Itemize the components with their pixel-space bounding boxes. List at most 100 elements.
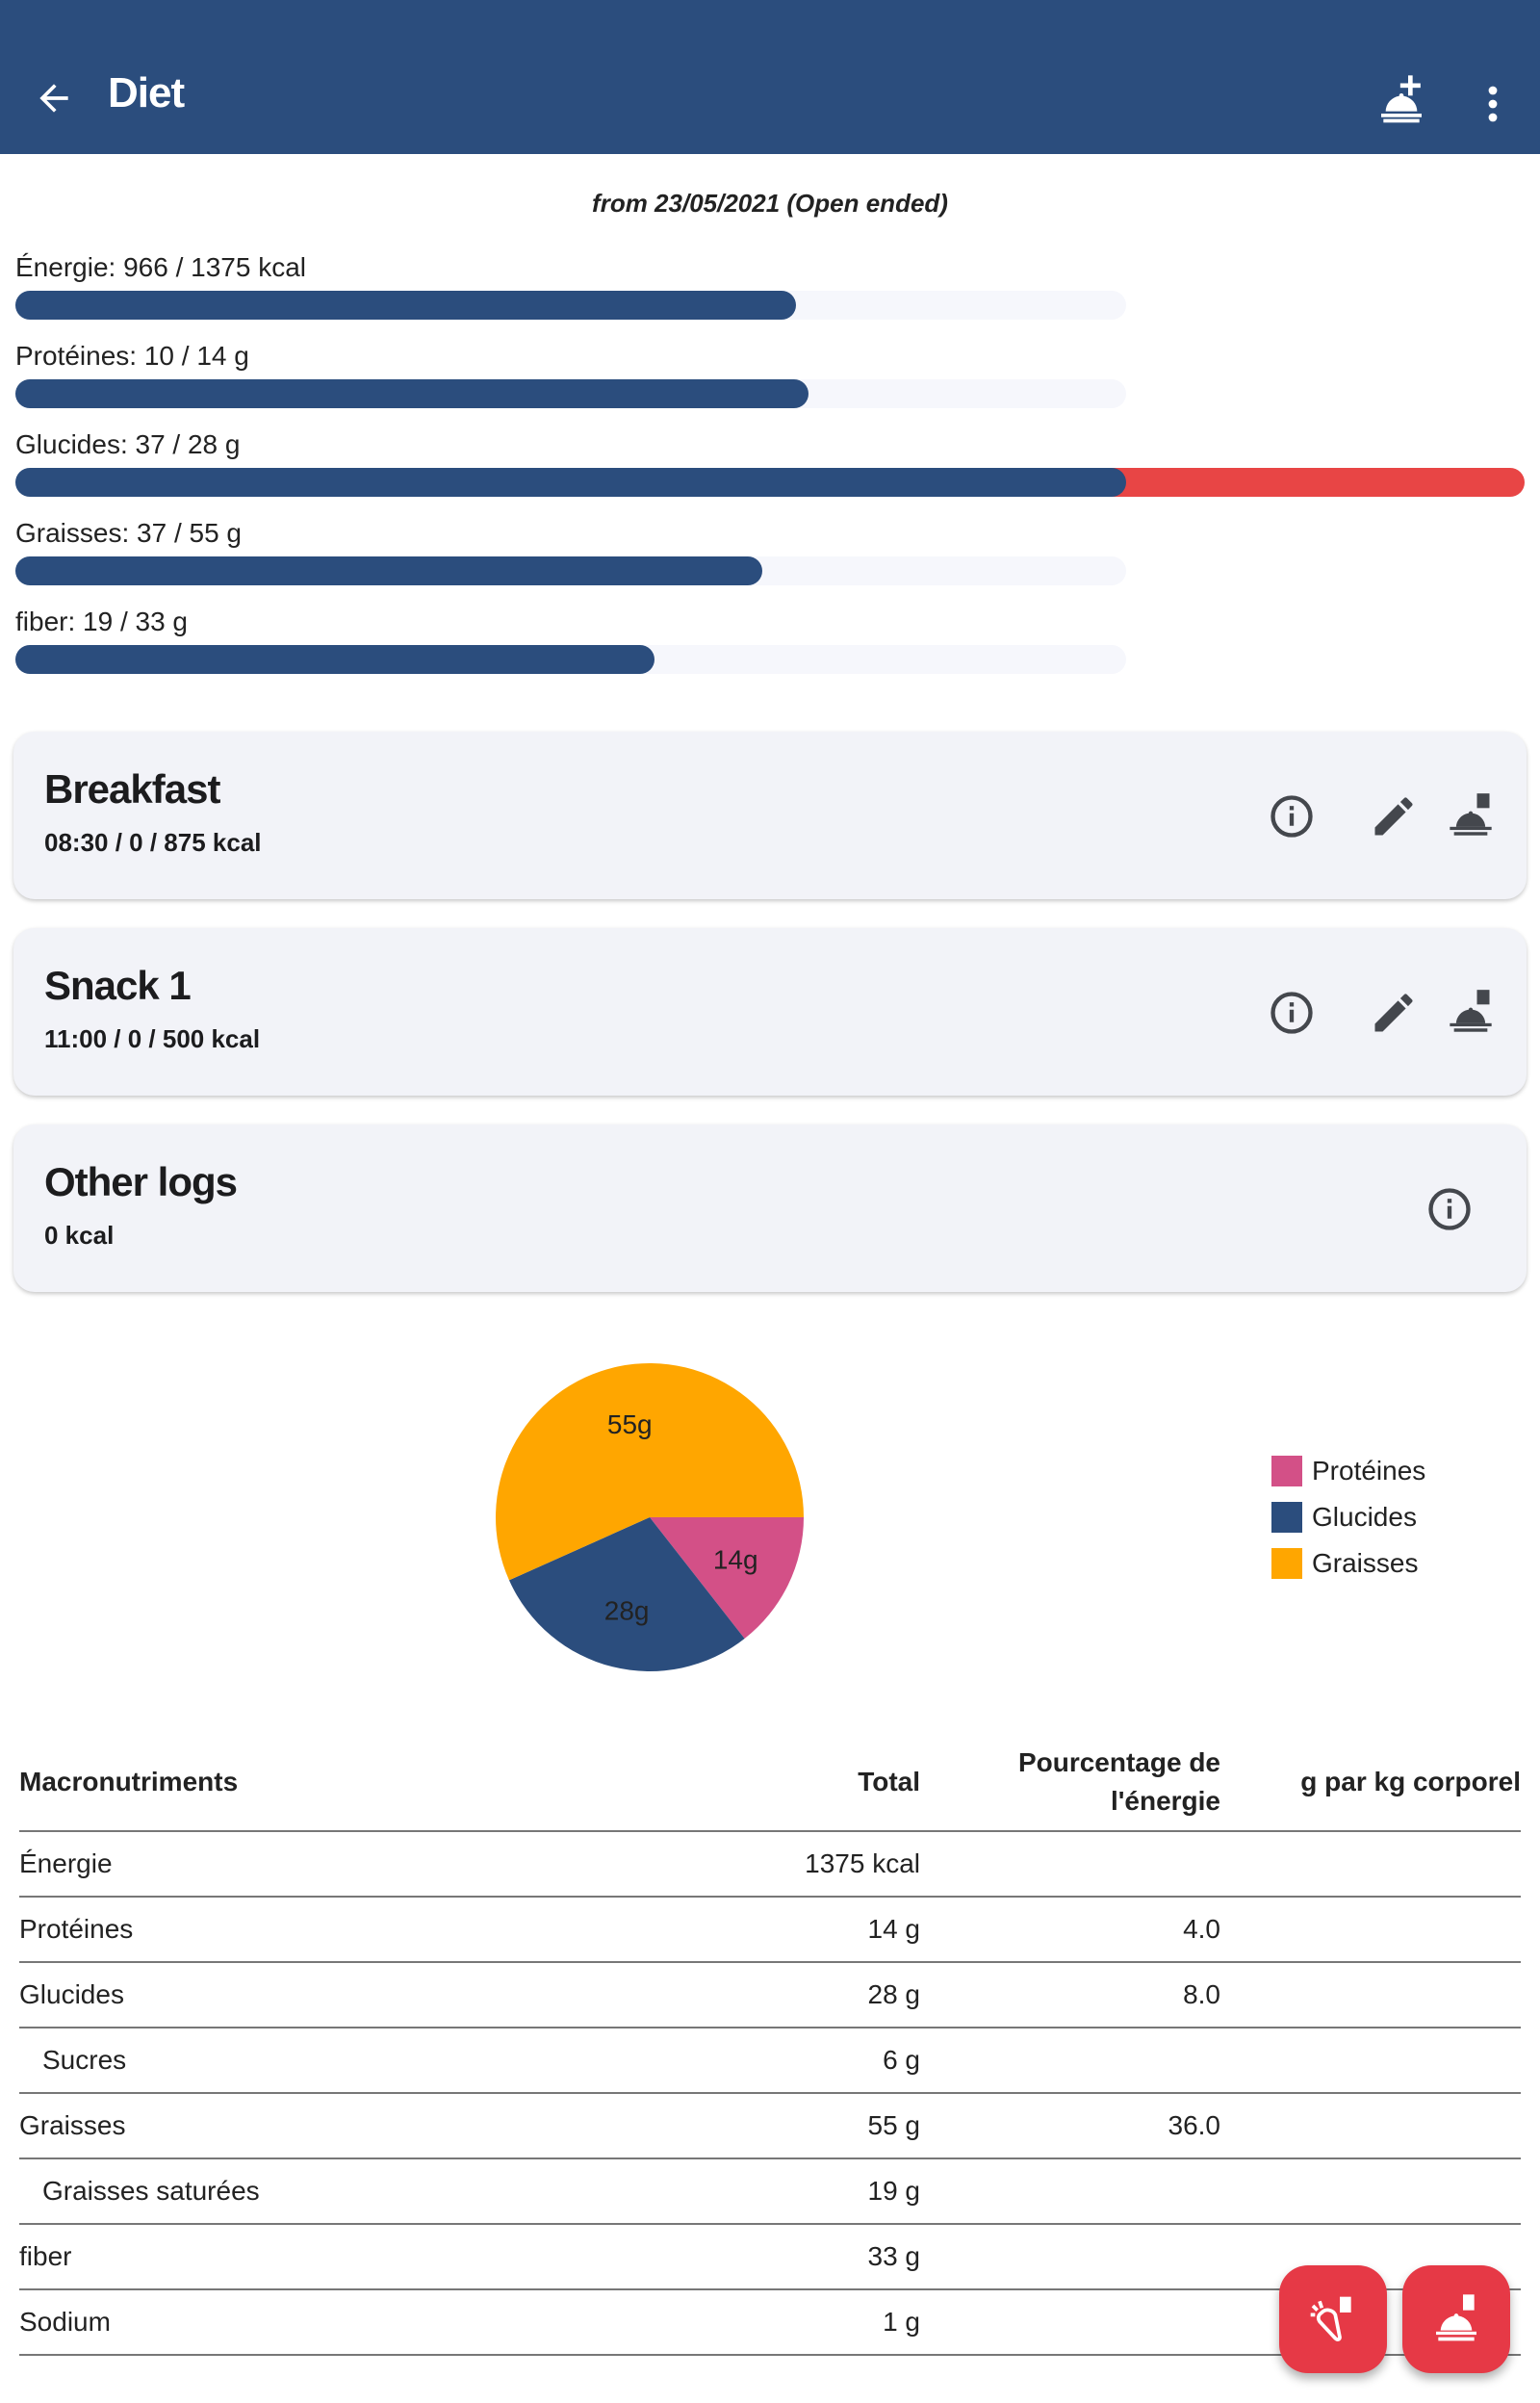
log-ingredient-button[interactable] bbox=[1279, 2265, 1387, 2373]
cell-pct: 8.0 bbox=[920, 1962, 1220, 2028]
pie-slice-glucides bbox=[508, 1517, 745, 1671]
cell-gkg bbox=[1220, 1831, 1521, 1898]
macro-pie-chart: 14g 28g 55g bbox=[496, 1363, 804, 1671]
goal-progress: Graisses: 37 / 55 g bbox=[15, 518, 1126, 585]
cell-gkg bbox=[1220, 2093, 1521, 2159]
pie-label: 55g bbox=[607, 1409, 653, 1439]
cell-total: 33 g bbox=[670, 2224, 920, 2290]
meal-card-snack-1[interactable]: Snack 1 11:00 / 0 / 500 kcal bbox=[13, 928, 1527, 1096]
info-icon[interactable] bbox=[1267, 988, 1317, 1038]
cell-pct bbox=[920, 2289, 1220, 2356]
table-row: Graisses saturées 19 g bbox=[19, 2158, 1521, 2225]
log-meal-icon[interactable] bbox=[1446, 988, 1496, 1038]
carrot-log-icon bbox=[1310, 2296, 1351, 2341]
app-bar: Diet bbox=[0, 0, 1540, 154]
legend-item: Glucides bbox=[1271, 1494, 1425, 1540]
progress-fill bbox=[15, 556, 763, 585]
meal-name: Snack 1 bbox=[44, 963, 192, 1008]
arrow-left-icon[interactable] bbox=[33, 77, 75, 119]
pie-slice-graisses bbox=[496, 1363, 804, 1581]
progress-overflow bbox=[1112, 468, 1525, 497]
log-meal-icon bbox=[1436, 2294, 1476, 2341]
goal-label: Énergie: 966 / 1375 kcal bbox=[15, 252, 306, 282]
goal-progress: fiber: 19 / 33 g bbox=[15, 607, 1126, 674]
goal-label: Glucides: 37 / 28 g bbox=[15, 429, 241, 459]
table-row: Sucres 6 g bbox=[19, 2028, 1521, 2094]
cell-name: Sodium bbox=[19, 2289, 670, 2356]
diet-period: from 23/05/2021 (Open ended) bbox=[592, 189, 948, 218]
progress-fill bbox=[15, 291, 796, 320]
cell-name: Énergie bbox=[19, 1831, 670, 1898]
progress-track bbox=[15, 291, 1126, 320]
cell-pct bbox=[920, 1831, 1220, 1898]
legend-label: Glucides bbox=[1312, 1502, 1417, 1532]
cell-gkg bbox=[1220, 2158, 1521, 2225]
goal-label: Graisses: 37 / 55 g bbox=[15, 518, 243, 548]
cell-gkg bbox=[1220, 1897, 1521, 1963]
cell-pct: 36.0 bbox=[920, 2093, 1220, 2159]
cell-gkg bbox=[1220, 2028, 1521, 2094]
legend-item: Protéines bbox=[1271, 1448, 1425, 1494]
col-header: Macronutriments bbox=[19, 1733, 670, 1832]
more-vert-icon[interactable] bbox=[1478, 81, 1507, 127]
cell-total: 55 g bbox=[670, 2093, 920, 2159]
col-header: Pourcentage de l'énergie bbox=[920, 1733, 1220, 1832]
edit-icon[interactable] bbox=[1369, 791, 1419, 841]
meal-name: Other logs bbox=[44, 1159, 238, 1204]
legend-swatch bbox=[1271, 1548, 1302, 1579]
meal-card-breakfast[interactable]: Breakfast 08:30 / 0 / 875 kcal bbox=[13, 732, 1527, 899]
log-meal-button[interactable] bbox=[1402, 2265, 1510, 2373]
cell-name: fiber bbox=[19, 2224, 670, 2290]
meal-meta: 0 kcal bbox=[44, 1221, 115, 1250]
meal-name: Breakfast bbox=[44, 766, 220, 812]
progress-track bbox=[15, 556, 1126, 585]
progress-track bbox=[15, 645, 1126, 674]
table-row: Protéines 14 g 4.0 bbox=[19, 1897, 1521, 1963]
meal-meta: 08:30 / 0 / 875 kcal bbox=[44, 828, 262, 857]
progress-fill bbox=[15, 379, 809, 408]
legend-label: Protéines bbox=[1312, 1456, 1426, 1486]
goal-label: fiber: 19 / 33 g bbox=[15, 607, 189, 636]
table-row: Graisses 55 g 36.0 bbox=[19, 2093, 1521, 2159]
cell-total: 1375 kcal bbox=[670, 1831, 920, 1898]
edit-icon[interactable] bbox=[1369, 988, 1419, 1038]
legend-label: Graisses bbox=[1312, 1548, 1419, 1578]
legend-swatch bbox=[1271, 1502, 1302, 1533]
cell-name: Protéines bbox=[19, 1897, 670, 1963]
progress-track bbox=[15, 379, 1126, 408]
add-meal-icon[interactable] bbox=[1374, 73, 1428, 127]
goal-progress: Énergie: 966 / 1375 kcal bbox=[15, 252, 1126, 320]
cell-name: Glucides bbox=[19, 1962, 670, 2028]
legend-swatch bbox=[1271, 1456, 1302, 1486]
pie-slice-protéines bbox=[650, 1517, 804, 1640]
pie-label: 14g bbox=[713, 1544, 758, 1574]
goal-progress: Glucides: 37 / 28 g bbox=[15, 429, 1525, 497]
meal-meta: 11:00 / 0 / 500 kcal bbox=[44, 1024, 261, 1053]
cell-pct bbox=[920, 2224, 1220, 2290]
pie-label: 28g bbox=[604, 1595, 650, 1625]
macros-table: Macronutriments Total Pourcentage de l'é… bbox=[19, 1733, 1521, 2356]
cell-total: 28 g bbox=[670, 1962, 920, 2028]
cell-pct bbox=[920, 2158, 1220, 2225]
cell-total: 1 g bbox=[670, 2289, 920, 2356]
legend-item: Graisses bbox=[1271, 1540, 1425, 1587]
cell-total: 19 g bbox=[670, 2158, 920, 2225]
meal-card-other-logs[interactable]: Other logs 0 kcal bbox=[13, 1124, 1527, 1292]
chart-legend: Protéines Glucides Graisses bbox=[1271, 1448, 1425, 1587]
progress-fill bbox=[15, 645, 655, 674]
cell-name: Sucres bbox=[19, 2028, 670, 2094]
info-icon[interactable] bbox=[1424, 1184, 1475, 1234]
cell-name: Graisses bbox=[19, 2093, 670, 2159]
page-title: Diet bbox=[108, 69, 185, 116]
cell-name: Graisses saturées bbox=[19, 2158, 670, 2225]
cell-total: 14 g bbox=[670, 1897, 920, 1963]
progress-fill bbox=[15, 468, 1126, 497]
progress-track bbox=[15, 468, 1525, 497]
cell-gkg bbox=[1220, 1962, 1521, 2028]
table-row: Énergie 1375 kcal bbox=[19, 1831, 1521, 1898]
cell-pct: 4.0 bbox=[920, 1897, 1220, 1963]
goal-progress: Protéines: 10 / 14 g bbox=[15, 341, 1126, 408]
info-icon[interactable] bbox=[1267, 791, 1317, 841]
cell-total: 6 g bbox=[670, 2028, 920, 2094]
log-meal-icon[interactable] bbox=[1446, 791, 1496, 841]
